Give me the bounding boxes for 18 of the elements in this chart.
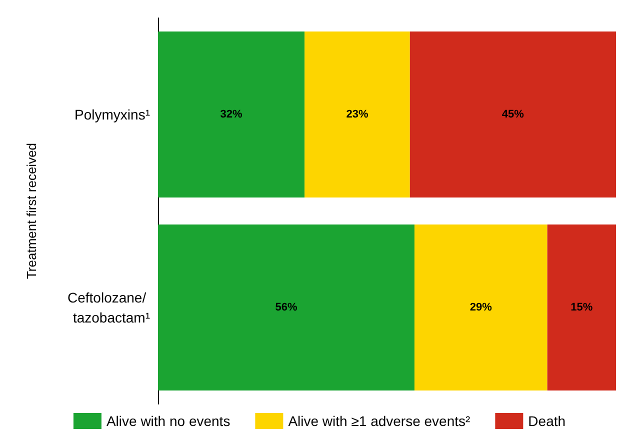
y-tick-label: Ceftolozane/ tazobactam¹ xyxy=(68,290,150,326)
legend-label: Death xyxy=(528,413,566,429)
data-label: 32% xyxy=(220,108,242,120)
data-label: 45% xyxy=(502,108,524,120)
bar xyxy=(410,32,616,198)
data-label: 29% xyxy=(470,302,492,314)
data-label: 15% xyxy=(570,302,593,314)
bar xyxy=(158,224,414,390)
legend-label: Alive with ≥1 adverse events² xyxy=(288,413,471,429)
data-label: 56% xyxy=(275,302,298,314)
bar xyxy=(547,224,616,390)
legend-label: Alive with no events xyxy=(106,413,230,429)
y-tick-label: Polymyxins¹ xyxy=(74,106,150,122)
bar xyxy=(304,32,410,198)
bar xyxy=(414,224,548,390)
bar xyxy=(158,32,305,198)
data-label: 23% xyxy=(346,108,368,120)
y-axis-title: Treatment first received xyxy=(24,142,39,280)
